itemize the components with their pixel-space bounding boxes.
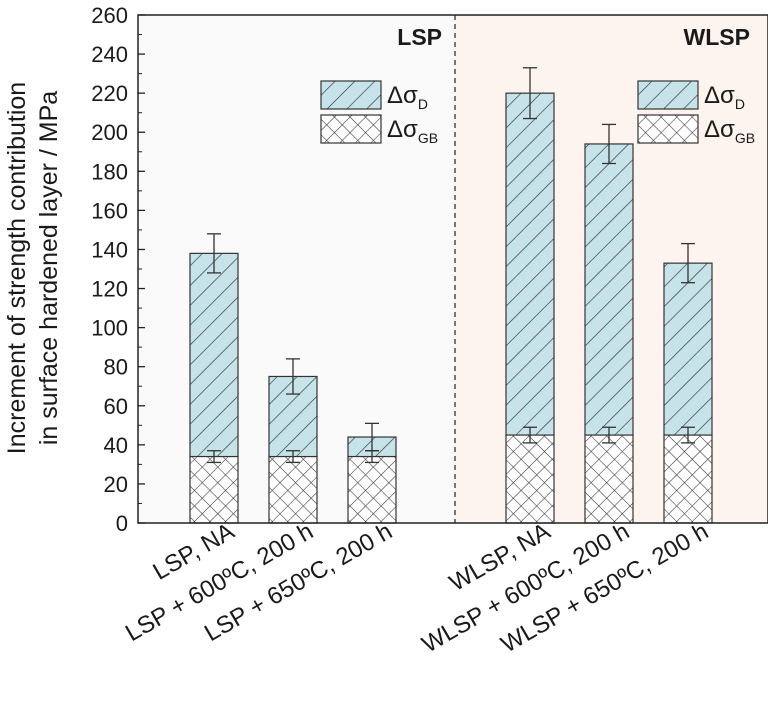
error-bar-gb bbox=[286, 450, 300, 464]
legend-swatch bbox=[637, 80, 699, 110]
bar-delta-sigma-gb bbox=[189, 455, 239, 524]
y-axis-title-line2: in surface hardened layer / MPa bbox=[35, 91, 63, 445]
bar-delta-sigma-gb bbox=[505, 434, 555, 524]
panel-label-lsp: LSP bbox=[397, 24, 442, 50]
legend-swatch bbox=[637, 114, 699, 144]
error-bar-total bbox=[681, 242, 695, 284]
y-tick-label: 80 bbox=[104, 355, 128, 380]
y-tick-label: 260 bbox=[91, 3, 128, 28]
y-tick-label: 60 bbox=[104, 394, 128, 419]
y-tick-label: 140 bbox=[91, 237, 128, 262]
legend-swatch bbox=[320, 80, 382, 110]
legend-label: ΔσGB bbox=[387, 116, 438, 146]
bar-delta-sigma-d bbox=[584, 143, 634, 436]
error-bar-total bbox=[602, 123, 616, 165]
legend-label: ΔσD bbox=[704, 82, 745, 112]
bar-delta-sigma-d bbox=[663, 262, 713, 436]
error-bar-gb bbox=[681, 426, 695, 444]
y-axis: 0 20 40 60 80 100 120 140 160 180 200 220 240 260 bbox=[91, 3, 145, 536]
y-tick-label: 20 bbox=[104, 472, 128, 497]
y-tick-label: 220 bbox=[91, 81, 128, 106]
error-bar-total bbox=[207, 233, 221, 274]
y-tick-label: 0 bbox=[116, 511, 128, 536]
bar-delta-sigma-d bbox=[189, 252, 239, 458]
y-axis-title-line1: Increment of strength contribution bbox=[3, 82, 31, 454]
error-bar-total bbox=[523, 67, 537, 120]
legend-label: ΔσD bbox=[387, 82, 428, 112]
legends: ΔσD ΔσGB ΔσD ΔσGB bbox=[320, 80, 755, 146]
bar-delta-sigma-gb bbox=[584, 434, 634, 524]
legend-swatch bbox=[320, 114, 382, 144]
y-tick-label: 120 bbox=[91, 277, 128, 302]
legend-wlsp: ΔσD ΔσGB bbox=[637, 80, 755, 146]
legend-label: ΔσGB bbox=[704, 116, 755, 146]
y-tick-label: 40 bbox=[104, 433, 128, 458]
bar-delta-sigma-gb bbox=[347, 455, 397, 524]
error-bar-total bbox=[286, 358, 300, 395]
y-tick-label: 200 bbox=[91, 120, 128, 145]
error-bar-gb bbox=[602, 426, 616, 444]
error-bar-gb bbox=[207, 450, 221, 464]
y-tick-label: 240 bbox=[91, 42, 128, 67]
error-bars bbox=[207, 67, 695, 464]
panel-label-wlsp: WLSP bbox=[684, 24, 750, 50]
bar-delta-sigma-gb bbox=[268, 455, 318, 524]
error-bar-total bbox=[365, 422, 379, 452]
error-bar-gb bbox=[523, 426, 537, 444]
y-tick-label: 160 bbox=[91, 198, 128, 223]
y-tick-label: 180 bbox=[91, 159, 128, 184]
bar-delta-sigma-gb bbox=[663, 434, 713, 524]
legend-lsp: ΔσD ΔσGB bbox=[320, 80, 438, 146]
y-tick-label: 100 bbox=[91, 316, 128, 341]
bar-delta-sigma-d bbox=[505, 92, 555, 436]
